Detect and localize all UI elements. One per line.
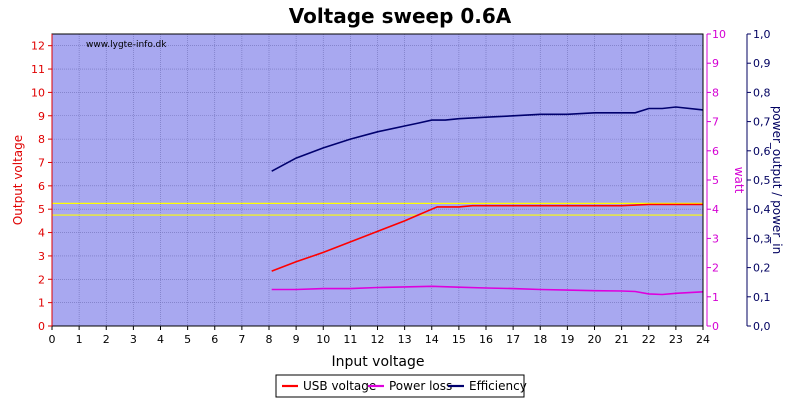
chart-title: Voltage sweep 0.6A (289, 4, 512, 28)
legend-label: Power loss (389, 379, 452, 393)
y-right-efficiency-tick-label: 1,0 (753, 28, 771, 41)
y-axis-left-label: Output voltage (11, 135, 25, 225)
x-tick-label: 16 (479, 333, 493, 346)
y-left-tick-label: 4 (38, 227, 45, 240)
legend: USB voltage Power loss Efficiency (275, 374, 527, 398)
y-right-watt-tick-label: 5 (712, 174, 719, 187)
x-tick-label: 11 (343, 333, 357, 346)
watermark: www.lygte-info.dk (86, 40, 167, 50)
x-tick-label: 13 (398, 333, 412, 346)
x-tick-label: 0 (49, 333, 56, 346)
y-right-efficiency-tick-label: 0,9 (753, 57, 771, 70)
y-left-tick-label: 8 (38, 133, 45, 146)
y-right-watt-tick-label: 1 (712, 291, 719, 304)
x-tick-label: 23 (669, 333, 683, 346)
x-tick-label: 4 (157, 333, 164, 346)
grid (51, 34, 704, 327)
y-axis-right-efficiency: 0,0 0,1 0,2 0,3 0,4 0,5 0,6 0,7 0,8 0,9 1,0 (746, 28, 771, 333)
series-layer (271, 106, 704, 296)
y-right-efficiency-tick-label: 0,0 (753, 320, 771, 333)
y-right-efficiency-tick-label: 0,4 (753, 203, 771, 216)
y-left-tick-label: 7 (38, 156, 45, 169)
y-axis-right-efficiency-label: power_output / power_in (770, 106, 784, 254)
y-right-efficiency-tick-label: 0,1 (753, 291, 771, 304)
y-left-tick-label: 10 (31, 86, 45, 99)
y-right-watt-tick-label: 0 (712, 320, 719, 333)
series-line-power-loss (271, 285, 704, 296)
y-left-tick-label: 6 (38, 180, 45, 193)
y-right-efficiency-tick-label: 0,6 (753, 145, 771, 158)
y-axis-right-watt: 0 1 2 3 4 5 6 7 8 9 10 (706, 28, 726, 333)
y-right-watt-tick-label: 9 (712, 57, 719, 70)
x-tick-label: 5 (184, 333, 191, 346)
y-left-tick-label: 3 (38, 250, 45, 263)
x-tick-label: 20 (588, 333, 602, 346)
y-right-watt-tick-label: 3 (712, 232, 719, 245)
y-left-tick-label: 11 (31, 63, 45, 76)
y-left-tick-label: 1 (38, 297, 45, 310)
x-tick-label: 9 (293, 333, 300, 346)
x-tick-label: 12 (371, 333, 385, 346)
legend-label: Efficiency (469, 379, 527, 393)
y-left-tick-label: 0 (38, 320, 45, 333)
legend-box (275, 374, 525, 398)
legend-label: USB voltage (303, 379, 376, 393)
series-line-efficiency (271, 106, 704, 172)
x-tick-label: 10 (316, 333, 330, 346)
x-tick-label: 6 (211, 333, 218, 346)
x-tick-label: 22 (642, 333, 656, 346)
x-tick-label: 8 (266, 333, 273, 346)
y-right-watt-tick-label: 8 (712, 86, 719, 99)
x-axis: 0 1 2 3 4 5 6 7 8 9 10 11 12 13 14 15 16 17 18 19 20 21 22 23 24 (49, 326, 710, 346)
y-axis-right-watt-label: watt (732, 167, 746, 194)
x-axis-label: Input voltage (331, 354, 424, 370)
y-right-watt-tick-label: 6 (712, 145, 719, 158)
y-right-efficiency-tick-label: 0,5 (753, 174, 771, 187)
x-tick-label: 19 (560, 333, 574, 346)
x-tick-label: 2 (103, 333, 110, 346)
y-left-tick-label: 2 (38, 273, 45, 286)
series-line-usb-voltage (271, 203, 703, 272)
reference-lines (52, 202, 703, 216)
y-right-efficiency-tick-label: 0,3 (753, 232, 771, 245)
y-right-efficiency-tick-label: 0,7 (753, 116, 771, 129)
x-tick-label: 18 (533, 333, 547, 346)
x-tick-label: 7 (238, 333, 245, 346)
y-right-watt-tick-label: 4 (712, 203, 719, 216)
y-right-watt-tick-label: 10 (712, 28, 726, 41)
y-right-efficiency-tick-label: 0,2 (753, 262, 771, 275)
x-tick-label: 3 (130, 333, 137, 346)
y-left-tick-label: 9 (38, 110, 45, 123)
y-right-watt-tick-label: 2 (712, 262, 719, 275)
y-right-efficiency-tick-label: 0,8 (753, 86, 771, 99)
x-tick-label: 1 (76, 333, 83, 346)
y-left-tick-label: 5 (38, 203, 45, 216)
x-tick-label: 15 (452, 333, 466, 346)
x-tick-label: 21 (615, 333, 629, 346)
y-left-tick-label: 12 (31, 40, 45, 53)
y-right-watt-tick-label: 7 (712, 116, 719, 129)
x-tick-label: 14 (425, 333, 439, 346)
x-tick-label: 24 (696, 333, 710, 346)
x-tick-label: 17 (506, 333, 520, 346)
